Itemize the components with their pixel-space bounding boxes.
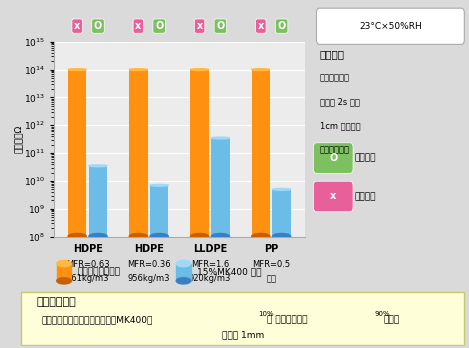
Text: 摩擦帯電: 摩擦帯電 — [319, 49, 345, 59]
Text: 繊節付着度合: 繊節付着度合 — [319, 145, 349, 154]
Text: HDPE: HDPE — [73, 244, 103, 254]
Ellipse shape — [68, 69, 86, 71]
Bar — [150, 185, 168, 348]
Ellipse shape — [251, 234, 270, 241]
Text: x: x — [330, 191, 336, 201]
Bar — [89, 166, 107, 348]
Bar — [190, 70, 209, 348]
Bar — [251, 70, 270, 348]
Bar — [57, 264, 71, 281]
Text: x: x — [74, 21, 80, 31]
Text: ホモ: ホモ — [266, 274, 276, 283]
Text: MFR=0.36: MFR=0.36 — [127, 260, 171, 269]
Bar — [272, 189, 291, 348]
Ellipse shape — [176, 260, 191, 267]
Ellipse shape — [211, 234, 229, 241]
Text: O: O — [94, 21, 102, 31]
Text: 木綿で 2s 摩擦: 木綿で 2s 摩擦 — [319, 97, 359, 106]
Text: ブランク（単層）: ブランク（単層） — [77, 267, 120, 276]
Ellipse shape — [129, 234, 148, 241]
Text: x: x — [135, 21, 142, 31]
Y-axis label: 表面抵抗Ω: 表面抵抗Ω — [13, 125, 23, 153]
Ellipse shape — [129, 69, 148, 71]
Text: 付着あり: 付着あり — [355, 192, 376, 201]
Ellipse shape — [89, 234, 107, 241]
Ellipse shape — [211, 137, 229, 139]
Text: O: O — [155, 21, 163, 31]
Text: 23°C×50%RH: 23°C×50%RH — [359, 22, 422, 31]
Text: 90%: 90% — [375, 311, 391, 317]
Ellipse shape — [190, 69, 209, 71]
Text: 920kg/m3: 920kg/m3 — [189, 274, 231, 283]
Text: 961kg/m3: 961kg/m3 — [66, 274, 109, 283]
Ellipse shape — [176, 278, 191, 284]
Text: x: x — [257, 21, 264, 31]
Text: 総厚み 1mm: 総厚み 1mm — [221, 331, 264, 340]
Bar — [176, 264, 191, 281]
Text: 付着なし: 付着なし — [355, 153, 376, 163]
Bar — [211, 138, 229, 348]
Text: 帯電処理面を: 帯電処理面を — [319, 74, 349, 83]
FancyBboxPatch shape — [313, 143, 353, 173]
Text: 層構成（外）（ベースレジン＋MK400）: 層構成（外）（ベースレジン＋MK400） — [41, 315, 152, 324]
Text: O: O — [278, 21, 286, 31]
Text: （内）: （内） — [384, 315, 400, 324]
FancyBboxPatch shape — [317, 8, 464, 45]
Ellipse shape — [190, 234, 209, 241]
Text: ／ ベースレジン: ／ ベースレジン — [267, 315, 308, 324]
Ellipse shape — [150, 234, 168, 241]
Text: HDPE: HDPE — [134, 244, 164, 254]
Text: MFR=0.63: MFR=0.63 — [66, 260, 109, 269]
Text: 10%: 10% — [258, 311, 274, 317]
Ellipse shape — [89, 165, 107, 167]
Ellipse shape — [57, 278, 71, 284]
Text: 956kg/m3: 956kg/m3 — [128, 274, 170, 283]
Text: O: O — [216, 21, 225, 31]
Text: x: x — [197, 21, 203, 31]
Ellipse shape — [272, 189, 291, 190]
Ellipse shape — [150, 184, 168, 186]
Text: MFR=0.5: MFR=0.5 — [252, 260, 290, 269]
Text: MFR=1.6: MFR=1.6 — [191, 260, 229, 269]
Ellipse shape — [57, 260, 71, 267]
Text: ブローボトル: ブローボトル — [37, 297, 76, 307]
Bar — [129, 70, 148, 348]
FancyBboxPatch shape — [313, 181, 353, 212]
Text: LLDPE: LLDPE — [193, 244, 227, 254]
Bar — [68, 70, 86, 348]
Ellipse shape — [251, 69, 270, 71]
FancyBboxPatch shape — [21, 292, 463, 345]
Text: 15%MK400 添加: 15%MK400 添加 — [197, 267, 261, 276]
Ellipse shape — [272, 234, 291, 241]
Ellipse shape — [68, 234, 86, 241]
Text: O: O — [329, 153, 337, 163]
Text: PP: PP — [264, 244, 278, 254]
Text: 1cm まで接近: 1cm まで接近 — [319, 121, 360, 130]
